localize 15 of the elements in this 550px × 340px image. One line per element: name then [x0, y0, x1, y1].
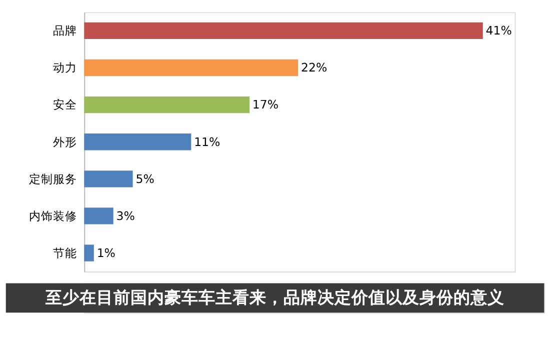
- y-tick-label: 内饰装修: [28, 208, 77, 223]
- y-tick-label: 节能: [52, 246, 77, 260]
- y-tick-label: 外形: [52, 134, 77, 149]
- y-tick-label: 安全: [52, 98, 77, 112]
- y-tick-label: 动力: [52, 60, 77, 75]
- data-label: 17%: [252, 98, 279, 112]
- data-label: 5%: [136, 172, 154, 186]
- data-label: 1%: [96, 246, 116, 260]
- data-label: 3%: [116, 208, 135, 223]
- data-label: 41%: [486, 24, 512, 38]
- data-label: 11%: [194, 134, 220, 149]
- text: 至少在目前国内豪车车主看来，品牌决定价值以及身份的意义: [44, 288, 504, 307]
- y-tick-label: 品牌: [52, 24, 77, 38]
- data-label: 22%: [301, 60, 328, 75]
- y-tick-label: 定制服务: [28, 172, 77, 186]
